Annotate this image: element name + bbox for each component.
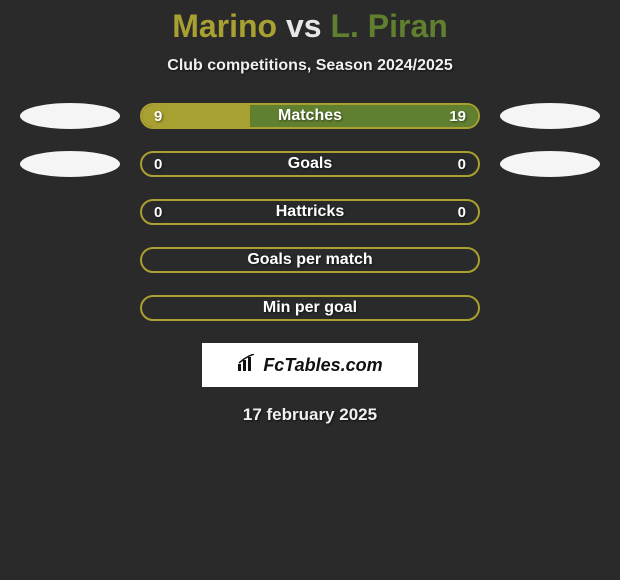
stat-label: Matches <box>142 105 478 127</box>
stat-bar: Goals per match <box>140 247 480 273</box>
player1-badge <box>20 151 120 177</box>
stat-bar: Min per goal <box>140 295 480 321</box>
player1-badge <box>20 103 120 129</box>
stat-value-right: 0 <box>458 153 466 175</box>
stat-row: Goals per match <box>0 247 620 273</box>
chart-icon <box>237 354 259 377</box>
stat-value-left: 0 <box>154 201 162 223</box>
stat-value-right: 0 <box>458 201 466 223</box>
stat-label: Min per goal <box>142 297 478 319</box>
subtitle: Club competitions, Season 2024/2025 <box>0 57 620 75</box>
stat-bar: Goals0 0 <box>140 151 480 177</box>
player2-badge <box>500 151 600 177</box>
stat-row: Goals0 0 <box>0 151 620 177</box>
stat-label: Goals <box>142 153 478 175</box>
stat-row: Matches9 19 <box>0 103 620 129</box>
date-label: 17 february 2025 <box>0 405 620 425</box>
stat-value-right: 19 <box>449 105 466 127</box>
logo-label: FcTables.com <box>263 355 382 376</box>
stat-value-left: 0 <box>154 153 162 175</box>
vs-label: vs <box>286 8 322 44</box>
page-title: Marino vs L. Piran <box>0 8 620 45</box>
logo-text: FcTables.com <box>237 354 382 377</box>
player2-badge <box>500 103 600 129</box>
stat-value-left: 9 <box>154 105 162 127</box>
player2-name: L. Piran <box>330 8 447 44</box>
stat-bar: Matches9 19 <box>140 103 480 129</box>
stat-label: Hattricks <box>142 201 478 223</box>
stats-list: Matches919Goals00Hattricks00Goals per ma… <box>0 103 620 321</box>
stat-label: Goals per match <box>142 249 478 271</box>
comparison-card: Marino vs L. Piran Club competitions, Se… <box>0 0 620 425</box>
source-logo: FcTables.com <box>202 343 418 387</box>
player1-name: Marino <box>172 8 277 44</box>
stat-row: Hattricks0 0 <box>0 199 620 225</box>
stat-row: Min per goal <box>0 295 620 321</box>
stat-bar: Hattricks0 0 <box>140 199 480 225</box>
